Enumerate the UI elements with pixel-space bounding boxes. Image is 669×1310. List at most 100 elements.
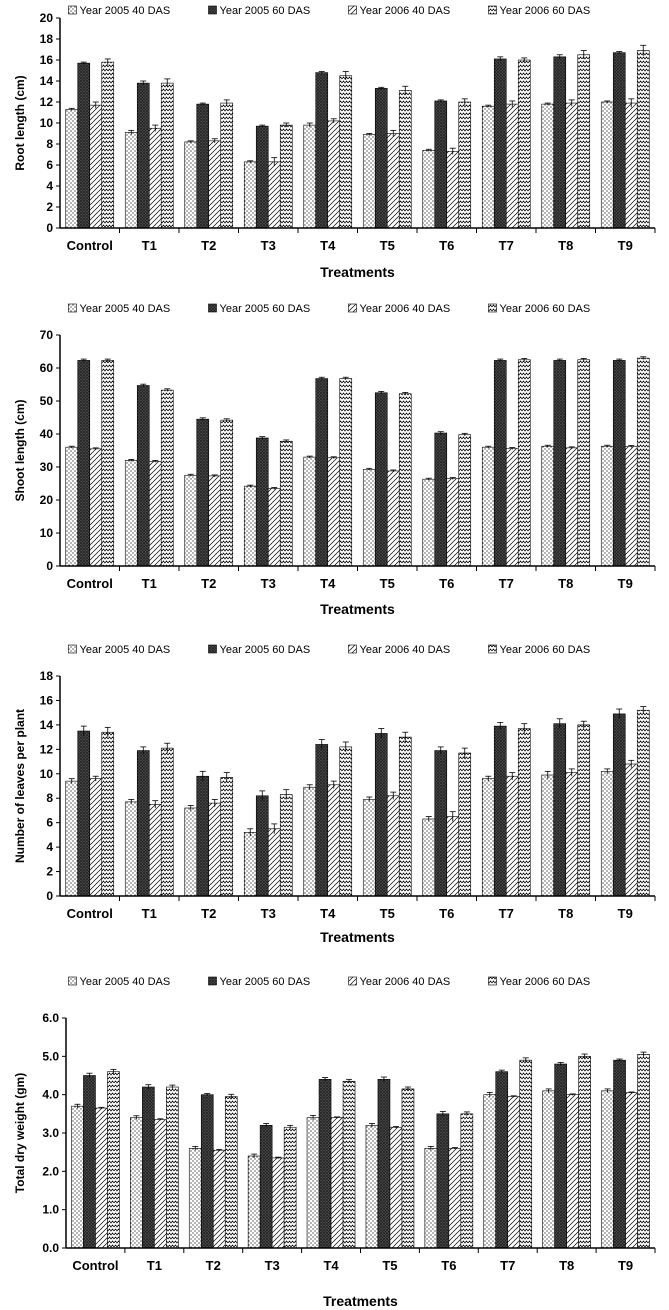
bar-T1-series-4 xyxy=(160,747,174,897)
x-category-label: T5 xyxy=(382,1258,397,1273)
bar-T8-series-3 xyxy=(565,102,579,229)
bar-T4-series-3 xyxy=(327,457,341,567)
bar-T6-series-3 xyxy=(446,151,460,229)
bar-T3-series-2 xyxy=(259,1125,273,1249)
bar-T5-series-4 xyxy=(398,736,412,897)
bar-T2-series-1 xyxy=(184,474,198,567)
x-axis-title: Treatments xyxy=(323,1293,398,1309)
x-category-label: T5 xyxy=(380,576,395,591)
bar-T9-series-3 xyxy=(625,1092,638,1249)
bar-T6-series-1 xyxy=(422,478,436,567)
x-axis-title: Treatments xyxy=(320,929,395,945)
bar-T6-series-3 xyxy=(446,478,460,567)
y-tick-label: 0 xyxy=(46,221,53,235)
y-tick-label: 5.0 xyxy=(42,1049,59,1063)
bar-T5-series-3 xyxy=(386,795,400,897)
x-category-label: T1 xyxy=(142,906,157,921)
bar-T1-series-2 xyxy=(136,82,150,229)
legend-label-2: Year 2005 60 DAS xyxy=(220,644,311,656)
bar-T7-series-4 xyxy=(517,359,531,567)
bar-T5-series-2 xyxy=(374,392,388,567)
legend-swatch-4 xyxy=(488,303,497,313)
legend-swatch-1 xyxy=(68,303,77,313)
y-tick-label: 20 xyxy=(40,11,54,25)
legend-swatch-2 xyxy=(208,303,217,313)
bar-T6-series-4 xyxy=(458,434,472,567)
y-tick-label: 1.0 xyxy=(42,1203,59,1217)
bar-T8-series-4 xyxy=(577,724,591,897)
bar-T9-series-2 xyxy=(613,1059,626,1249)
bar-T9-series-1 xyxy=(600,771,614,897)
bar-T9-series-4 xyxy=(636,50,650,229)
legend-label-3: Year 2006 40 DAS xyxy=(360,976,451,988)
bar-T6-series-1 xyxy=(424,1148,438,1249)
y-axis-title: Total dry weight (gm) xyxy=(13,1073,27,1193)
bar-T8-series-3 xyxy=(565,447,579,567)
bar-T9-series-3 xyxy=(624,446,638,567)
y-tick-label: 16 xyxy=(40,693,54,707)
y-tick-label: 8 xyxy=(46,137,53,151)
legend-swatch-2 xyxy=(208,5,217,15)
x-category-label: T2 xyxy=(201,906,216,921)
bar-T7-series-2 xyxy=(495,1071,509,1249)
bar-T2-series-4 xyxy=(220,102,234,229)
bar-T4-series-2 xyxy=(315,378,329,567)
bar-T4-series-2 xyxy=(318,1079,332,1249)
bar-Control-series-2 xyxy=(83,1075,96,1249)
x-category-label: T4 xyxy=(320,906,336,921)
bar-T6-series-1 xyxy=(422,818,436,897)
bar-T2-series-4 xyxy=(220,777,234,897)
legend-label-2: Year 2005 60 DAS xyxy=(220,303,311,315)
bar-T9-series-3 xyxy=(624,102,638,229)
x-category-label: T6 xyxy=(439,238,454,253)
bar-T6-series-4 xyxy=(460,1113,474,1249)
chart-panel-3: Year 2005 40 DAS Year 2005 60 DAS Year 200… xyxy=(13,644,656,945)
bar-T7-series-2 xyxy=(493,725,507,897)
legend-swatch-1 xyxy=(68,5,77,15)
x-category-label: T8 xyxy=(558,576,573,591)
bar-T8-series-2 xyxy=(553,360,567,567)
bar-T1-series-3 xyxy=(148,461,162,567)
bar-T8-series-1 xyxy=(541,445,555,567)
bar-T4-series-4 xyxy=(339,746,353,897)
legend-label-1: Year 2005 40 DAS xyxy=(80,644,171,656)
chart-panel-1: Year 2005 40 DAS Year 2005 60 DAS Year 200… xyxy=(13,5,656,280)
bar-T1-series-4 xyxy=(166,1086,179,1249)
legend-swatch-4 xyxy=(488,976,497,986)
legend-swatch-2 xyxy=(208,644,217,654)
bar-T9-series-2 xyxy=(612,360,626,567)
bar-T2-series-2 xyxy=(196,103,210,229)
y-tick-label: 0 xyxy=(46,889,53,903)
x-category-label: T4 xyxy=(320,576,336,591)
chart-panel-2: Year 2005 40 DAS Year 2005 60 DAS Year 200… xyxy=(13,303,656,617)
x-category-label: T8 xyxy=(559,1258,574,1273)
y-tick-label: 0.0 xyxy=(42,1241,59,1255)
legend-swatch-4 xyxy=(488,5,497,15)
x-category-label: T5 xyxy=(380,238,395,253)
bar-T4-series-3 xyxy=(327,120,341,229)
y-tick-label: 14 xyxy=(40,718,54,732)
x-category-label: T6 xyxy=(439,576,454,591)
y-tick-label: 6 xyxy=(46,816,53,830)
bar-T2-series-2 xyxy=(196,775,210,897)
x-category-label: T9 xyxy=(618,238,633,253)
legend-swatch-3 xyxy=(348,5,357,15)
bar-T6-series-2 xyxy=(434,432,448,567)
bar-T4-series-1 xyxy=(306,1117,320,1249)
x-category-label: T3 xyxy=(261,576,276,591)
bar-Control-series-3 xyxy=(89,448,103,567)
legend-swatch-3 xyxy=(348,976,357,986)
bar-T9-series-4 xyxy=(637,1054,650,1249)
bar-T8-series-4 xyxy=(577,54,591,229)
y-tick-label: 4.0 xyxy=(42,1088,59,1102)
bar-T2-series-3 xyxy=(212,1149,226,1249)
x-axis-title: Treatments xyxy=(320,264,395,280)
bar-T3-series-1 xyxy=(243,832,257,897)
bar-T4-series-3 xyxy=(330,1117,344,1249)
bar-T8-series-1 xyxy=(541,774,555,897)
legend-swatch-4 xyxy=(488,644,497,654)
y-tick-label: 4 xyxy=(46,179,53,193)
bar-Control-series-1 xyxy=(65,780,79,897)
chart-panel-4: Year 2005 40 DAS Year 2005 60 DAS Year 200… xyxy=(13,976,656,1309)
legend-label-4: Year 2006 60 DAS xyxy=(500,644,591,656)
